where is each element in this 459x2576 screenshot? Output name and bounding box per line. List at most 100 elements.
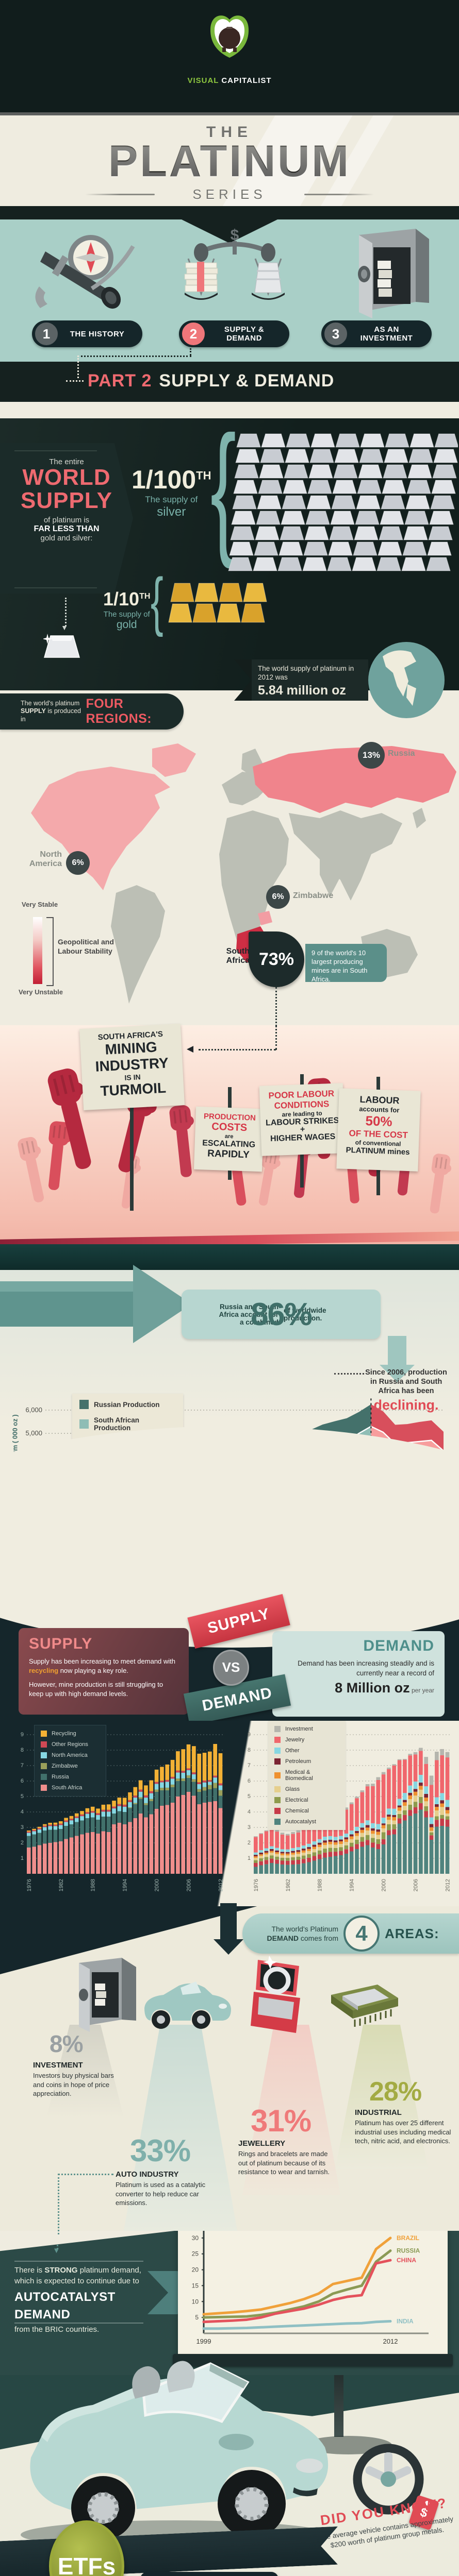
svg-text:25: 25	[192, 2250, 199, 2258]
silver-fraction: 1/100TH The supply of silver	[132, 465, 211, 519]
russia-pct-bubble: 13%	[358, 742, 385, 769]
nav-label-investment: AS AN INVESTMENT	[360, 325, 413, 343]
sign-labour-conditions: POOR LABOUR CONDITIONS are leading to LA…	[259, 1083, 346, 1156]
map-africa	[219, 810, 289, 952]
svg-text:4: 4	[248, 1809, 251, 1815]
ws-line4: of platinum is	[43, 515, 90, 524]
header: VISUAL CAPITALIST	[0, 0, 459, 112]
connector-dotted	[190, 348, 191, 355]
svg-text:1982: 1982	[58, 1879, 64, 1891]
sa-connector-dotted	[199, 1049, 276, 1050]
swatch-recycling	[41, 1731, 47, 1737]
legend-label: Zimbabwe	[52, 1763, 78, 1769]
jewellery-pct: 31%	[251, 2104, 312, 2138]
four-areas-banner: The world's Platinum DEMAND comes from 4 …	[242, 1913, 459, 1954]
demand-unit: per year	[409, 1686, 434, 1694]
vs-badge: VS	[213, 1650, 249, 1686]
demand-panel: DEMAND Demand has been increasing steadi…	[272, 1631, 445, 1717]
supply-recycling: recycling	[29, 1666, 59, 1674]
four-regions-intro: The world's platinum SUPPLY is produced …	[21, 700, 82, 724]
legend-label: Electrical	[285, 1797, 308, 1803]
investment-pct: 8%	[50, 2030, 83, 2057]
svg-text:8: 8	[21, 1747, 24, 1753]
legend-very-stable: Very Stable	[22, 901, 58, 908]
auto-pct: 33%	[130, 2133, 191, 2168]
series-nav: $	[0, 206, 459, 362]
areas-title: AREAS:	[385, 1925, 439, 1941]
svg-text:7: 7	[21, 1762, 24, 1769]
svg-text:2012: 2012	[218, 1879, 224, 1891]
svg-text:9: 9	[21, 1732, 24, 1738]
etf-section: ETFs Platinum holdings in ETFs have soar…	[0, 2520, 459, 2576]
money-stack	[184, 262, 218, 292]
legend-label: Recycling	[52, 1731, 76, 1737]
na-pct: 6%	[72, 858, 84, 867]
legend-label: Russia	[52, 1774, 69, 1780]
demand-value: 8 Million oz	[335, 1680, 410, 1696]
swatch-chemical	[274, 1808, 281, 1814]
gold-brace: {	[151, 564, 163, 638]
svg-text:CHINA: CHINA	[397, 2257, 416, 2264]
svg-text:1976: 1976	[26, 1879, 32, 1891]
demand-chart-legend: Investment Jewelry Other Petroleum Medic…	[268, 1721, 346, 1830]
legend-label: Chemical	[285, 1808, 309, 1814]
banner-fold	[234, 659, 252, 701]
nav-label-history: THE HISTORY	[70, 329, 125, 338]
world-supply-callout: The entire WORLD SUPPLY of platinum is F…	[0, 443, 133, 594]
legend-label: Autocatalyst	[285, 1819, 316, 1825]
legend-label: South African Production	[94, 1416, 140, 1432]
gold-frac-sup: TH	[139, 592, 151, 601]
svg-text:8: 8	[248, 1747, 251, 1753]
svg-text:BRAZIL: BRAZIL	[397, 2234, 419, 2242]
svg-text:INDIA: INDIA	[397, 2318, 414, 2325]
zimbabwe-label: Zimbabwe	[293, 891, 334, 900]
north-america-label: North America	[29, 850, 62, 868]
map-asia	[289, 810, 402, 901]
world-supply-section: The entire WORLD SUPPLY of platinum is F…	[0, 405, 459, 690]
russia-pct: 13%	[362, 750, 381, 760]
divider-strip	[0, 402, 459, 418]
bric-section: ▼ There is STRONG platinum demand, which…	[0, 2231, 459, 2375]
gold-frac-value: 1/10	[103, 588, 140, 609]
vehicle-sales-line-chart[interactable]: 5101520253035BRAZILRUSSIACHINAINDIA19992…	[180, 2214, 446, 2352]
platinum-weight	[254, 262, 282, 293]
fr-intro1: The world's platinum	[21, 699, 80, 707]
legend-label: Geopolitical and Labour Stability	[58, 938, 114, 955]
sign-turmoil: SOUTH AFRICA'S MINING INDUSTRY IS IN TUR…	[79, 1023, 185, 1111]
svg-text:2000: 2000	[154, 1879, 160, 1891]
supply-title: SUPPLY	[29, 1635, 93, 1652]
gold-caption-metal: gold	[116, 619, 137, 631]
svg-text:1976: 1976	[253, 1879, 259, 1891]
south-africa-label: South Africa	[226, 947, 250, 965]
banner-text: The world supply of platinum in 2012 was	[258, 665, 354, 681]
legend-label: Other	[285, 1748, 300, 1754]
supply-panel: SUPPLY Supply has been increasing to mee…	[19, 1628, 189, 1715]
swatch-glass	[274, 1786, 281, 1792]
convertible-car-illustration	[21, 2361, 330, 2549]
swatch-other	[274, 1748, 281, 1754]
supply-stacked-bar-chart[interactable]: 1234567891976198219881994200020062012197…	[11, 1727, 228, 1902]
map-india	[320, 852, 341, 896]
screen-pole-bottom	[334, 2375, 343, 2437]
south-africa-note: 9 of the world's 10 largest producing mi…	[305, 944, 387, 983]
series-line-right	[304, 194, 374, 195]
since-text: Since 2006, production in Russia and Sou…	[365, 1368, 447, 1396]
arrow-dotted	[65, 598, 67, 626]
legend-label: Petroleum	[285, 1758, 312, 1765]
svg-text:2006: 2006	[413, 1879, 419, 1891]
nav-item-supply-demand: 2 SUPPLY & DEMAND	[179, 320, 289, 347]
svg-text:1982: 1982	[285, 1879, 291, 1891]
rule	[14, 2261, 143, 2262]
swatch-jewelry	[274, 1737, 281, 1743]
svg-text:5: 5	[21, 1793, 24, 1800]
sa-note-text: 9 of the world's 10 largest producing mi…	[312, 949, 368, 983]
rule	[14, 450, 97, 451]
swatch-north-america	[41, 1752, 47, 1758]
svg-text:1: 1	[21, 1855, 24, 1861]
map-russia	[253, 746, 456, 813]
silver-bars-stack	[228, 433, 458, 571]
areas-demand: DEMAND	[267, 1934, 299, 1942]
bric-autocatalyst: AUTOCATALYST DEMAND	[14, 2290, 116, 2321]
svg-text:5,000: 5,000	[25, 1429, 42, 1437]
down-arrow-ribbon	[388, 1336, 406, 1365]
